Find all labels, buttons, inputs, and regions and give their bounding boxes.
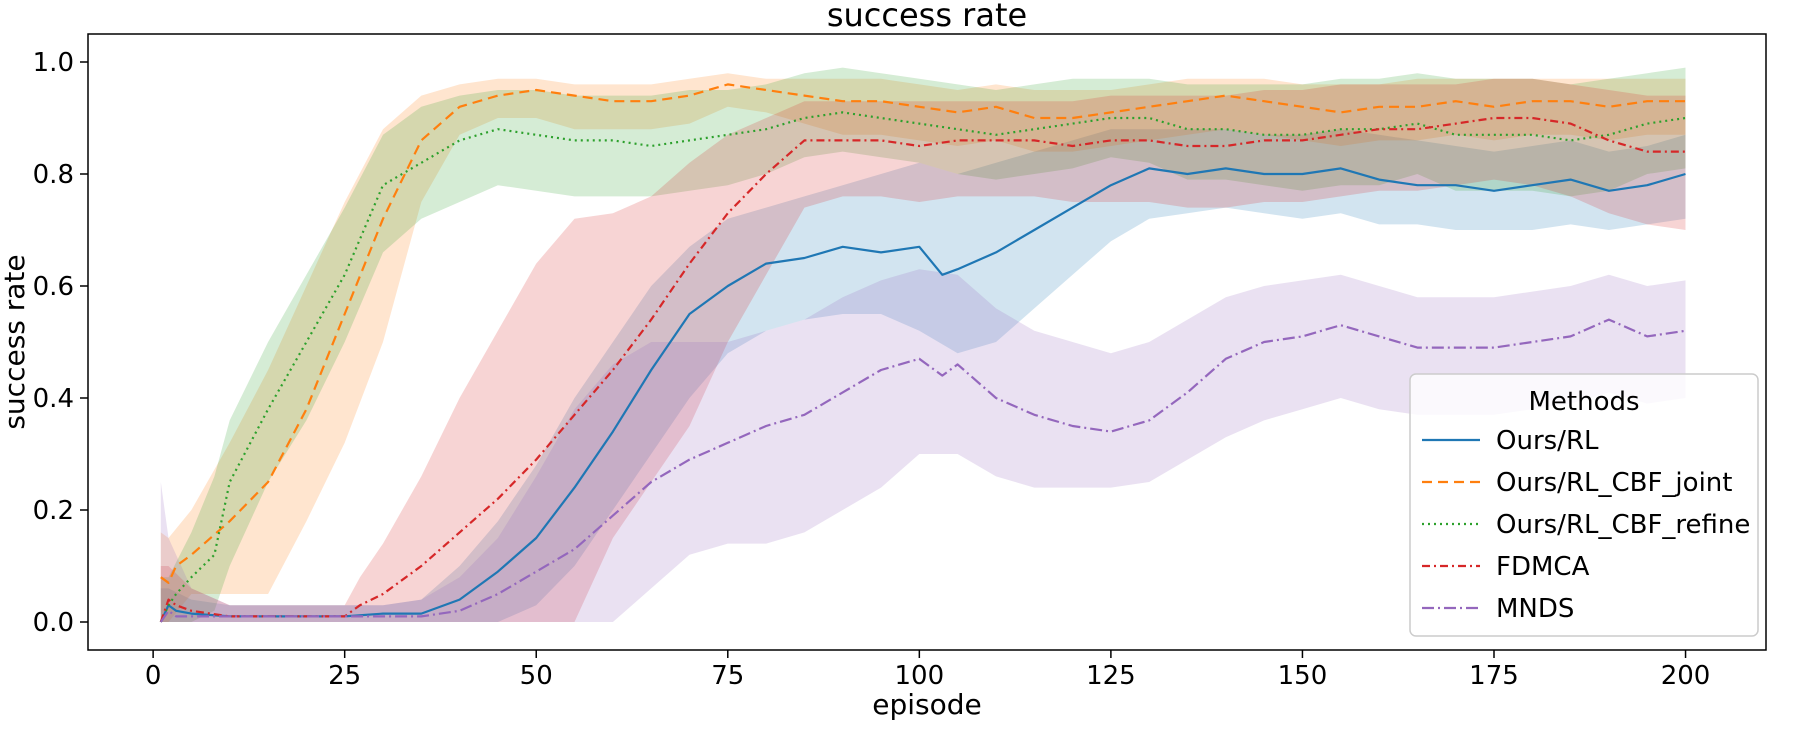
x-axis: 0 25 50 75 100 125 150 175 200 <box>145 650 1711 691</box>
legend-items: Ours/RL Ours/RL_CBF_joint Ours/RL_CBF_refi… <box>1422 426 1750 624</box>
band-series-0 <box>160 129 1686 622</box>
x-tick-label: 75 <box>711 661 744 691</box>
line-series-4 <box>159 318 1686 623</box>
x-tick-label: 200 <box>1661 661 1711 691</box>
band-series-4 <box>160 269 1686 622</box>
legend-box <box>1409 373 1759 637</box>
x-tick-label: 125 <box>1086 661 1136 691</box>
y-tick-label: 0.6 <box>33 272 74 302</box>
y-tick-label: 0.8 <box>33 160 74 190</box>
chart-title: success rate <box>827 0 1027 34</box>
y-tick-label: 0.2 <box>33 496 74 526</box>
legend-label-1: Ours/RL_CBF_joint <box>1496 468 1732 498</box>
legend: Methods Ours/RL Ours/RL_CBF_joint Ours/RL_… <box>1409 373 1759 637</box>
line-series-3 <box>159 116 1686 623</box>
x-tick-label: 25 <box>328 661 361 691</box>
legend-label-4: MNDS <box>1496 594 1574 624</box>
line-series-1 <box>160 83 1686 584</box>
band-series-1 <box>160 73 1686 622</box>
series-lines <box>159 83 1686 623</box>
band-series-3 <box>160 78 1686 623</box>
plot-frame <box>87 33 1767 651</box>
x-tick-label: 100 <box>895 661 945 691</box>
legend-label-3: FDMCA <box>1496 552 1590 582</box>
band-series-2 <box>160 67 1686 623</box>
y-axis-label: success rate <box>0 254 31 429</box>
x-tick-label: 175 <box>1469 661 1519 691</box>
y-tick-label: 0.4 <box>33 384 74 414</box>
y-tick-label: 0.0 <box>33 608 74 638</box>
x-tick-label: 0 <box>145 661 162 691</box>
legend-label-0: Ours/RL <box>1496 426 1599 456</box>
legend-label-2: Ours/RL_CBF_refine <box>1496 510 1750 540</box>
y-tick-label: 1.0 <box>33 48 74 78</box>
y-axis: 0.0 0.2 0.4 0.6 0.8 1.0 <box>33 48 88 638</box>
x-tick-label: 50 <box>520 661 553 691</box>
legend-title: Methods <box>1528 387 1639 417</box>
confidence-bands <box>160 67 1686 623</box>
x-tick-label: 150 <box>1278 661 1328 691</box>
x-axis-label: episode <box>872 688 982 721</box>
